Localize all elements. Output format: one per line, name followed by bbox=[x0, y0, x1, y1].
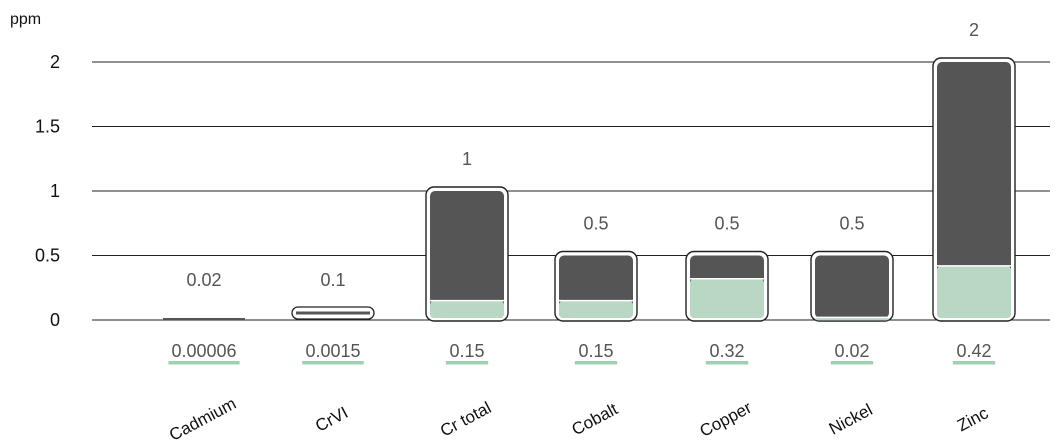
x-category-label: Cadmium bbox=[166, 394, 239, 445]
bar-limit-label: 0.5 bbox=[839, 214, 864, 234]
bar-measured-label: 0.15 bbox=[449, 341, 484, 361]
bar-limit bbox=[163, 318, 245, 320]
x-category-label: Zinc bbox=[954, 403, 992, 435]
bar-measured-label: 0.15 bbox=[578, 341, 613, 361]
bar-measured-label: 0.00006 bbox=[171, 341, 236, 361]
y-tick-label: 1.5 bbox=[35, 117, 60, 137]
bar-limit bbox=[815, 255, 889, 318]
bar-measured-underline bbox=[168, 361, 240, 365]
bar-measured bbox=[430, 300, 504, 318]
bar-limit-label: 0.02 bbox=[186, 270, 221, 290]
bar-measured-label: 0.42 bbox=[956, 341, 991, 361]
bar-measured-underline bbox=[830, 361, 874, 365]
bar-limit-label: 0.5 bbox=[714, 214, 739, 234]
labels-layer: 0.02 0.00006 Cadmium 0.1 0.0015 CrVI 1 0.15 Cr t… bbox=[166, 20, 996, 445]
x-category-label: Copper bbox=[697, 398, 755, 441]
bar-limit bbox=[430, 191, 504, 318]
y-tick-label: 0 bbox=[50, 310, 60, 330]
bar-measured bbox=[690, 278, 764, 318]
bar-measured-label: 0.32 bbox=[709, 341, 744, 361]
bar-measured-underline bbox=[302, 361, 364, 365]
y-tick-label: 2 bbox=[50, 52, 60, 72]
bar-limit bbox=[937, 62, 1011, 318]
bar-measured-underline bbox=[574, 361, 618, 365]
y-axis-unit-label: ppm bbox=[10, 11, 41, 28]
x-category-label: Cr total bbox=[437, 398, 494, 441]
bar-measured-label: 0.0015 bbox=[305, 341, 360, 361]
bar-limit-label: 2 bbox=[969, 20, 979, 40]
bar-measured-underline bbox=[445, 361, 489, 365]
x-category-label: Cobalt bbox=[569, 399, 622, 439]
bar-limit bbox=[296, 311, 370, 315]
bar-measured bbox=[559, 300, 633, 318]
bar-measured-label: 0.02 bbox=[834, 341, 869, 361]
y-tick-label: 0.5 bbox=[35, 246, 60, 266]
bars-layer bbox=[163, 57, 1016, 322]
bar-measured-underline bbox=[952, 361, 996, 365]
bar-limit-label: 0.5 bbox=[583, 214, 608, 234]
bar-limit-label: 1 bbox=[462, 149, 472, 169]
bar-measured-underline bbox=[705, 361, 749, 365]
y-tick-label: 1 bbox=[50, 181, 60, 201]
x-category-label: Nickel bbox=[826, 400, 876, 439]
bar-limit-label: 0.1 bbox=[320, 270, 345, 290]
bar-measured bbox=[937, 265, 1011, 318]
x-category-label: CrVI bbox=[312, 403, 351, 436]
